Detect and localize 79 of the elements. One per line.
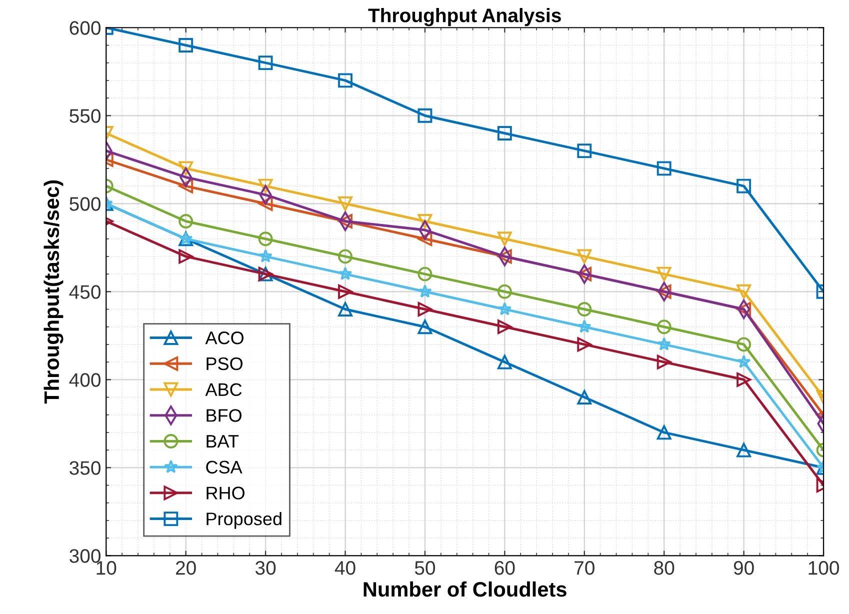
- point: [657, 337, 672, 350]
- point: [418, 284, 432, 298]
- point: [178, 214, 194, 228]
- point: [497, 320, 512, 334]
- point: [258, 196, 273, 211]
- point: [577, 320, 592, 333]
- point: [258, 232, 273, 246]
- point: [656, 320, 672, 334]
- point: [736, 302, 752, 316]
- y-tick-label: 500: [70, 197, 101, 211]
- y-tick-label: 450: [69, 285, 101, 299]
- point: [418, 232, 432, 246]
- y-tick-label: 300: [70, 549, 101, 563]
- point: [736, 178, 752, 194]
- point: [736, 284, 752, 299]
- legend-label: RHO: [206, 486, 244, 500]
- y-axis-title: Throughput(tasks/sec): [44, 180, 64, 404]
- y-tick-label: 550: [70, 109, 101, 123]
- point: [656, 161, 672, 176]
- point: [497, 126, 512, 140]
- point: [497, 284, 512, 299]
- point: [258, 178, 273, 194]
- legend-label: PSO: [206, 357, 243, 370]
- y-tick-label: 400: [69, 373, 101, 387]
- legend-label: ABC: [205, 383, 242, 396]
- point: [338, 249, 352, 264]
- point: [577, 144, 592, 158]
- point: [338, 73, 352, 88]
- point: [338, 284, 352, 299]
- x-tick-label: 40: [334, 561, 356, 575]
- x-tick-label: 10: [96, 561, 116, 575]
- legend-label: Proposed: [206, 512, 282, 529]
- point: [577, 390, 592, 404]
- point: [577, 302, 592, 316]
- point: [338, 196, 352, 211]
- x-tick-label: 80: [654, 561, 674, 575]
- legend-label: BAT: [206, 435, 239, 448]
- x-tick-label: 30: [255, 561, 276, 575]
- point: [736, 372, 752, 387]
- point: [178, 38, 194, 52]
- point: [418, 302, 432, 316]
- point: [656, 425, 672, 440]
- point: [577, 337, 592, 352]
- y-tick-label: 350: [70, 461, 101, 475]
- legend-label: ACO: [205, 331, 244, 344]
- point: [338, 266, 352, 280]
- point: [178, 161, 194, 176]
- point: [338, 214, 352, 228]
- point: [656, 354, 672, 370]
- point: [497, 232, 512, 246]
- point: [418, 214, 432, 228]
- point: [497, 354, 512, 370]
- x-tick-label: 90: [734, 561, 754, 575]
- point: [498, 302, 512, 316]
- point: [178, 249, 194, 264]
- point: [736, 442, 752, 458]
- x-tick-label: 70: [574, 561, 594, 575]
- point: [736, 354, 751, 368]
- point: [418, 266, 432, 282]
- chart-title: Throughput Analysis: [368, 8, 561, 26]
- point: [338, 302, 352, 316]
- point: [577, 266, 592, 282]
- legend-label: CSA: [206, 460, 242, 474]
- x-tick-label: 60: [494, 561, 515, 575]
- point: [736, 337, 752, 352]
- point: [418, 320, 432, 334]
- point: [656, 266, 672, 282]
- legend-label: BFO: [206, 409, 242, 422]
- point: [656, 284, 672, 299]
- point: [577, 249, 592, 264]
- point: [258, 56, 273, 70]
- y-tick-label: 600: [70, 21, 101, 35]
- point: [418, 108, 432, 123]
- x-tick-label: 20: [176, 561, 196, 575]
- point: [178, 178, 194, 194]
- x-tick-label: 100: [808, 561, 839, 575]
- point: [258, 249, 272, 262]
- x-axis-title: Number of Cloudlets: [364, 581, 566, 597]
- x-tick-label: 50: [414, 561, 436, 575]
